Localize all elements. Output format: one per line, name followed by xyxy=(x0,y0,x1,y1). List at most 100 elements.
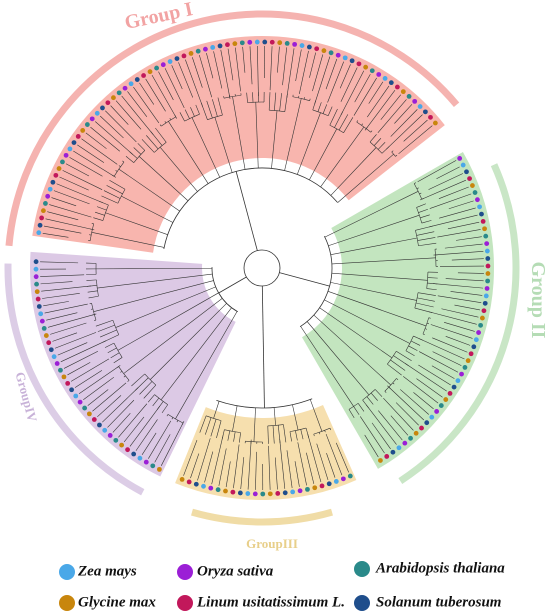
group-label: GroupIII xyxy=(246,536,298,551)
leaf-branch xyxy=(371,422,391,450)
branch xyxy=(421,220,432,224)
leaf-branch xyxy=(69,157,103,177)
leaf-branch xyxy=(428,311,477,325)
branch xyxy=(235,171,258,251)
branch xyxy=(338,114,349,131)
leaf-dot xyxy=(428,114,433,120)
leaf-dot xyxy=(113,437,119,443)
branch xyxy=(426,322,430,325)
branch xyxy=(292,404,299,431)
leaf-branch xyxy=(121,95,154,135)
leaf-dot xyxy=(390,449,396,455)
leaf-branch xyxy=(274,457,278,490)
branch xyxy=(97,273,213,289)
branch xyxy=(117,292,219,351)
branch xyxy=(161,404,168,414)
leaf-branch xyxy=(171,65,183,90)
branch xyxy=(366,396,374,405)
branch xyxy=(330,282,417,301)
leaf-branch xyxy=(78,365,121,394)
legend-swatch xyxy=(177,564,193,580)
leaf-dot xyxy=(33,274,39,280)
leaf-dot xyxy=(402,440,408,446)
branch xyxy=(390,359,406,371)
leaf-dot xyxy=(482,226,487,232)
leaf-dot xyxy=(50,179,56,185)
leaf-dot xyxy=(484,241,490,246)
branch xyxy=(384,391,387,393)
leaf-branch xyxy=(115,100,142,130)
leaf-branch xyxy=(339,64,351,89)
branch xyxy=(115,286,216,328)
leaf-branch xyxy=(90,126,121,152)
branch xyxy=(217,97,223,116)
group-ring xyxy=(4,263,145,496)
leaf-branch xyxy=(242,46,246,73)
legend-swatch xyxy=(177,595,193,611)
leaf-branch xyxy=(164,68,185,109)
branch xyxy=(171,417,174,420)
clade-wedge xyxy=(175,405,357,500)
leaf-dot xyxy=(485,278,491,284)
leaf-branch xyxy=(353,77,377,116)
branch xyxy=(86,279,97,281)
leaf-branch xyxy=(419,351,459,373)
branch xyxy=(104,342,115,348)
branch xyxy=(112,175,115,177)
leaf-dot xyxy=(137,455,143,461)
leaf-dot xyxy=(312,485,318,491)
leaf-dot xyxy=(63,152,69,158)
legend-label: Linum usitatissimum L. xyxy=(196,594,345,610)
leaf-branch xyxy=(190,453,200,479)
branch xyxy=(109,180,126,190)
leaf-branch xyxy=(81,138,118,165)
branch xyxy=(211,267,238,313)
leaf-dot xyxy=(290,489,296,495)
branch xyxy=(147,394,155,403)
leaf-dot xyxy=(306,44,312,50)
branch xyxy=(426,288,437,291)
branch xyxy=(416,302,434,308)
leaf-dot xyxy=(84,122,90,127)
leaf-branch xyxy=(77,144,105,163)
leaf-dot xyxy=(60,159,65,165)
branch xyxy=(353,406,360,415)
branch xyxy=(396,351,412,361)
leaf-branch xyxy=(99,115,124,139)
branch xyxy=(418,242,437,247)
group-ring xyxy=(398,163,520,484)
leaf-branch xyxy=(59,176,89,191)
leaf-branch xyxy=(418,338,465,360)
branch xyxy=(427,277,438,279)
leaf-dot xyxy=(89,116,95,122)
leaf-branch xyxy=(364,434,379,458)
branch xyxy=(348,409,355,419)
leaf-branch xyxy=(282,47,288,86)
branch xyxy=(246,92,248,103)
leaf-dot xyxy=(342,55,348,61)
branch xyxy=(305,427,310,438)
branch xyxy=(159,124,162,127)
leaf-branch xyxy=(47,211,79,221)
leaf-dot xyxy=(363,64,369,70)
leaf-dot xyxy=(484,286,490,291)
branch xyxy=(268,92,271,111)
leaf-branch xyxy=(60,340,107,363)
legend-label: Zea mays xyxy=(77,563,137,579)
branch xyxy=(405,350,415,356)
leaf-dot xyxy=(472,190,478,195)
branch xyxy=(273,407,276,426)
branch xyxy=(216,398,313,409)
leaf-dot xyxy=(188,51,194,56)
leaf-dot xyxy=(483,233,489,239)
leaf-dot xyxy=(73,393,79,399)
leaf-dot xyxy=(125,447,130,453)
leaf-dot xyxy=(82,405,88,411)
leaf-dot xyxy=(252,491,258,497)
leaf-branch xyxy=(42,232,69,238)
branch xyxy=(370,392,378,401)
branch xyxy=(419,192,422,195)
branch xyxy=(284,98,302,171)
branch xyxy=(322,104,328,114)
branch xyxy=(179,112,185,122)
